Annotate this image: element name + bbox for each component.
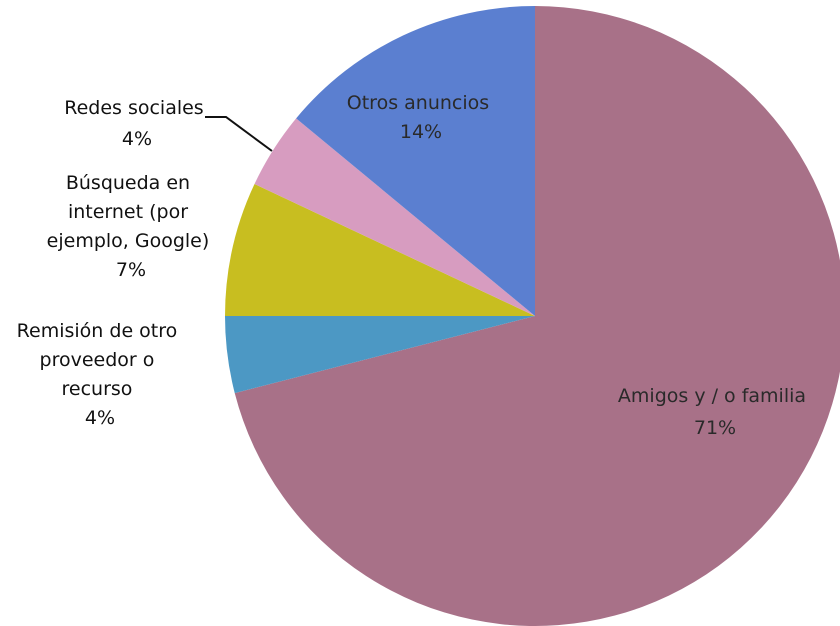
pie-slice-amigos <box>234 6 840 626</box>
slice-label-amigos: Amigos y / o familia 71% <box>618 385 812 439</box>
pie-slice-busqueda <box>225 184 535 316</box>
pie-slice-remision <box>225 316 535 394</box>
pie-slices <box>225 6 840 626</box>
leader-line-redes-sociales <box>205 116 273 152</box>
slice-label-otros-anuncios: Otros anuncios 14% <box>347 92 495 143</box>
slice-label-remision: Remisión de otro proveedor o recurso 4% <box>17 320 184 429</box>
slice-label-redes-sociales: Redes sociales 4% <box>64 97 210 150</box>
pie-slice-redes-sociales <box>254 118 535 317</box>
slice-label-busqueda: Búsqueda en internet (por ejemplo, Googl… <box>47 172 216 281</box>
pie-slice-otros-anuncios <box>296 6 535 316</box>
